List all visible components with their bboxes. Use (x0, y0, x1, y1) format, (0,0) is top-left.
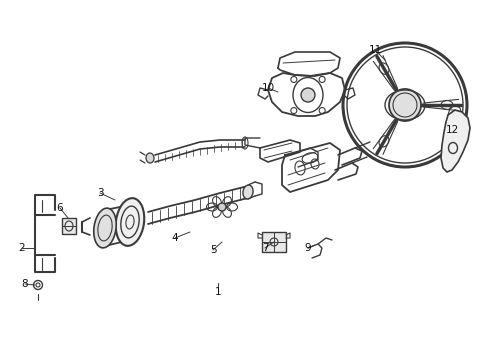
Text: 12: 12 (445, 125, 459, 135)
Bar (262, 232, 286, 252)
Text: 5: 5 (210, 245, 216, 255)
Text: 8: 8 (22, 279, 28, 289)
Text: 6: 6 (57, 203, 63, 213)
Text: 2: 2 (19, 243, 25, 253)
Ellipse shape (94, 208, 116, 248)
Text: 11: 11 (368, 45, 382, 55)
Text: 4: 4 (172, 233, 178, 243)
Text: 7: 7 (262, 243, 269, 253)
Text: 1: 1 (215, 287, 221, 297)
Ellipse shape (243, 185, 253, 199)
Ellipse shape (116, 198, 144, 246)
Polygon shape (441, 110, 470, 172)
Ellipse shape (301, 88, 315, 102)
Ellipse shape (389, 89, 421, 121)
Text: 9: 9 (305, 243, 311, 253)
Text: 10: 10 (262, 83, 274, 93)
Ellipse shape (146, 153, 154, 163)
Text: 3: 3 (97, 188, 103, 198)
Bar (62, 218, 76, 234)
Ellipse shape (218, 203, 226, 211)
